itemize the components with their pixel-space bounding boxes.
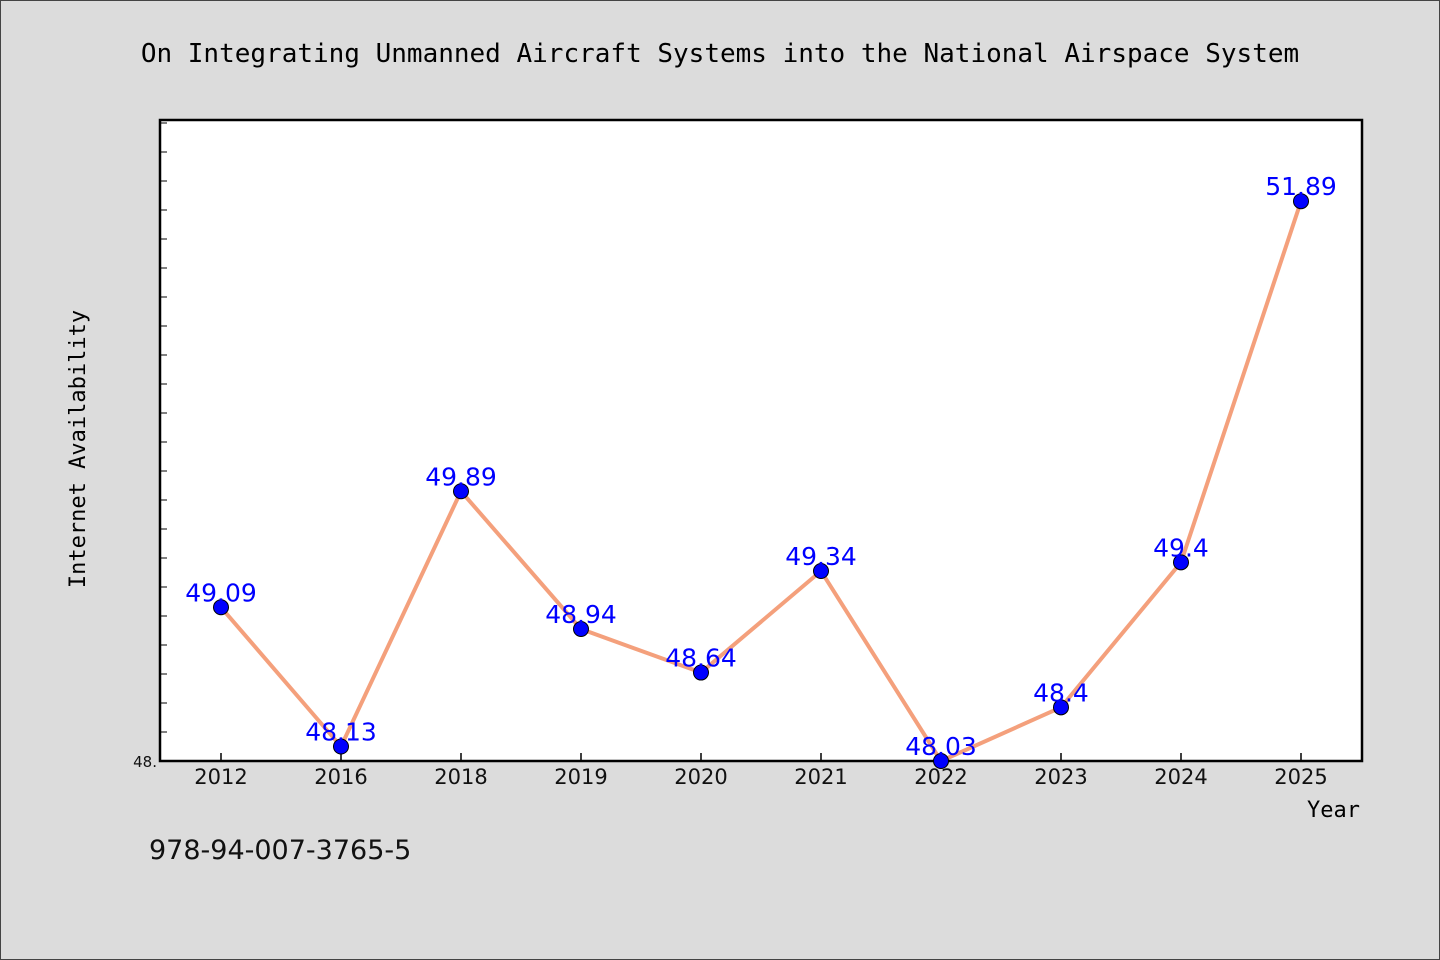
data-label: 48.13 [305, 717, 377, 746]
x-axis-ticks: 2012 2016 2018 2019 2020 2021 2022 2023 2024 2025 [194, 753, 1328, 789]
data-markers [213, 193, 1309, 769]
data-point [693, 664, 709, 681]
data-label: 49.89 [425, 462, 497, 491]
x-tick-label: 2016 [314, 765, 367, 789]
series-line [219, 200, 1303, 763]
x-tick-label: 2024 [1154, 765, 1207, 789]
data-label: 51.89 [1265, 172, 1337, 201]
x-tick-label: 2018 [434, 765, 487, 789]
data-point [573, 621, 589, 638]
data-label: 48.64 [665, 644, 737, 673]
data-point [933, 753, 949, 769]
data-label: 48.94 [545, 600, 617, 629]
x-tick-label: 2020 [674, 765, 727, 789]
data-label: 48.4 [1033, 678, 1089, 707]
data-point [813, 563, 829, 580]
x-tick-label: 2023 [1034, 765, 1087, 789]
data-point [333, 738, 349, 755]
y-tick-label: 48. [133, 753, 157, 771]
data-point [1293, 193, 1309, 210]
data-label: 48.03 [905, 732, 977, 761]
y-axis-label: Internet Availability [66, 310, 91, 588]
data-label: 49.09 [185, 578, 257, 607]
data-point [453, 483, 469, 500]
data-labels: 49.09 48.13 49.89 48.94 48.64 49.34 48.03 48.4 4… [185, 172, 1337, 761]
isbn-text: 978-94-007-3765-5 [149, 835, 412, 866]
data-label: 49.34 [785, 542, 857, 571]
data-point [213, 599, 229, 616]
chart-title: On Integrating Unmanned Aircraft Systems… [141, 39, 1299, 69]
x-tick-label: 2019 [554, 765, 607, 789]
data-point [1053, 699, 1069, 716]
x-tick-label: 2021 [794, 765, 847, 789]
y-axis-ticks [160, 122, 167, 733]
x-tick-label: 2025 [1274, 765, 1327, 789]
plot-area [158, 118, 1364, 763]
x-tick-label: 2012 [194, 765, 247, 789]
data-point [1173, 554, 1189, 571]
x-axis-label: Year [1307, 798, 1360, 823]
data-label: 49.4 [1153, 533, 1209, 562]
